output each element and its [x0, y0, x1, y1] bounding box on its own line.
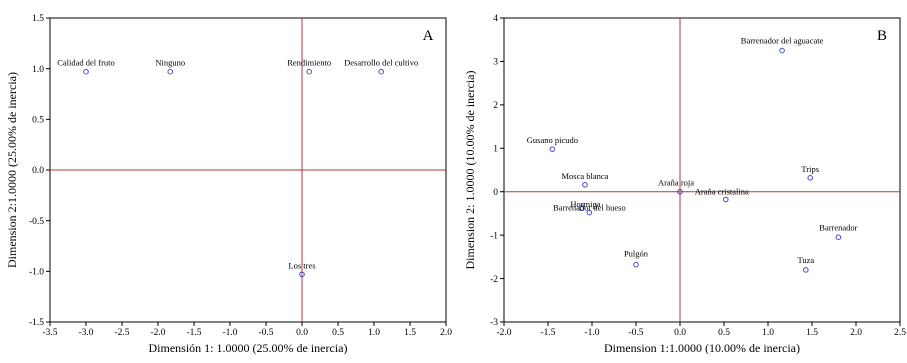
y-tick-label: 0.0 [32, 166, 44, 176]
data-point-label: Barrenador del aguacate [741, 36, 824, 46]
y-tick-label: 3 [493, 58, 498, 68]
data-point-marker [549, 146, 556, 152]
data-point-label: Barrenador del hueso [553, 203, 626, 213]
data-point-marker [807, 175, 814, 181]
data-point-label: Mosca blanca [561, 171, 608, 181]
data-point-marker [586, 209, 593, 216]
data-point-marker [677, 188, 683, 195]
data-point-label: Araña cristalina [695, 187, 749, 197]
x-tick-label: 0.0 [674, 328, 686, 338]
panel-a: -3.5 -3.0 -2.5 -2.0 -1.5 -1.0 -0.5 0.0 0.5 1.0 1.5… [5, 14, 452, 355]
data-point-label: Barrenador [819, 222, 857, 232]
data-point-marker [578, 205, 585, 212]
x-tick-label: 2.5 [894, 328, 906, 338]
panel-b: -2.0 -1.5 -1.0 -0.5 0.0 0.5 1.0 1.5 2.0 2.5 -3 -2 -1… [463, 14, 906, 355]
y-axis-title: Dimension 2:1.0000 (25.00% de inercia) [5, 72, 19, 268]
y-axis-title: Dimension 2: 1.0000 (10.00% de inercia) [463, 71, 477, 270]
x-tick-label: -2.0 [496, 328, 511, 338]
y-tick-label: 1.5 [32, 14, 44, 24]
data-point-marker [803, 267, 809, 273]
x-tick-label: 2.0 [850, 328, 862, 338]
y-tick-label: 1.0 [32, 65, 44, 75]
data-point-marker [83, 68, 89, 75]
x-tick-label: -1.5 [186, 328, 201, 338]
data-point-marker [722, 196, 729, 203]
data-point-label: Araña roja [658, 178, 694, 188]
y-tick-label: 1 [493, 144, 498, 154]
data-point-label: Hormiga [570, 199, 600, 209]
data-point-marker [779, 47, 785, 54]
y-tick-label: -1 [490, 231, 498, 241]
x-tick-label: 0.5 [718, 328, 730, 338]
x-tick-label: -3.5 [42, 328, 57, 338]
data-point-label: Trips [801, 164, 819, 174]
x-tick-label: -3.0 [78, 328, 93, 338]
y-tick-label: -1.0 [29, 268, 44, 278]
panel-letter: B [877, 28, 887, 44]
x-tick-label: 1.5 [404, 328, 416, 338]
x-axis-title: Dimension 1:1.0000 (10.00% de inercia) [604, 341, 800, 355]
panel-letter: A [423, 28, 434, 44]
x-tick-label: -0.5 [258, 328, 273, 338]
y-tick-label: 0.5 [32, 116, 44, 126]
y-tick-label: 0 [493, 188, 498, 198]
data-point-label: Los tres [288, 260, 315, 270]
y-tick-label: -0.5 [29, 217, 44, 227]
x-tick-label: -1.5 [540, 328, 555, 338]
data-point-marker [633, 261, 639, 268]
plot-frame [503, 17, 901, 323]
data-point-label: Tuza [797, 255, 814, 265]
x-axis-title: Dimensión 1: 1.0000 (25.00% de inercia) [149, 341, 348, 355]
data-point-label: Desarrollo del cultivo [344, 58, 418, 68]
x-tick-label: -0.5 [628, 328, 643, 338]
x-tick-label: -2.0 [150, 328, 165, 338]
x-tick-label: 1.5 [806, 328, 818, 338]
data-point-label: Calidad del fruto [57, 58, 115, 68]
data-point-label: Pulgón [624, 249, 649, 259]
x-tick-label: 2.0 [440, 328, 452, 338]
data-point-marker [378, 68, 385, 75]
y-tick-label: -3 [490, 318, 498, 328]
data-point-marker [167, 68, 174, 75]
y-tick-label: 4 [493, 14, 498, 24]
data-point-label: Rendimiento [287, 58, 331, 68]
x-tick-label: -2.5 [114, 328, 129, 338]
x-tick-label: 1.0 [368, 328, 380, 338]
data-point-marker [299, 271, 305, 278]
data-point-marker [306, 68, 313, 75]
data-point-label: Gusano picudo [527, 135, 578, 145]
y-tick-label: -2 [490, 275, 498, 285]
data-point-marker [835, 234, 842, 241]
x-tick-label: 1.0 [762, 328, 774, 338]
y-tick-label: 2 [493, 101, 498, 111]
x-tick-label: -1.0 [222, 328, 237, 338]
y-tick-label: -1.5 [29, 318, 44, 328]
x-tick-label: 0.5 [332, 328, 344, 338]
data-point-marker [582, 181, 588, 188]
data-point-label: Ninguno [155, 58, 185, 68]
x-tick-label: -1.0 [584, 328, 599, 338]
x-tick-label: 0.0 [296, 328, 308, 338]
